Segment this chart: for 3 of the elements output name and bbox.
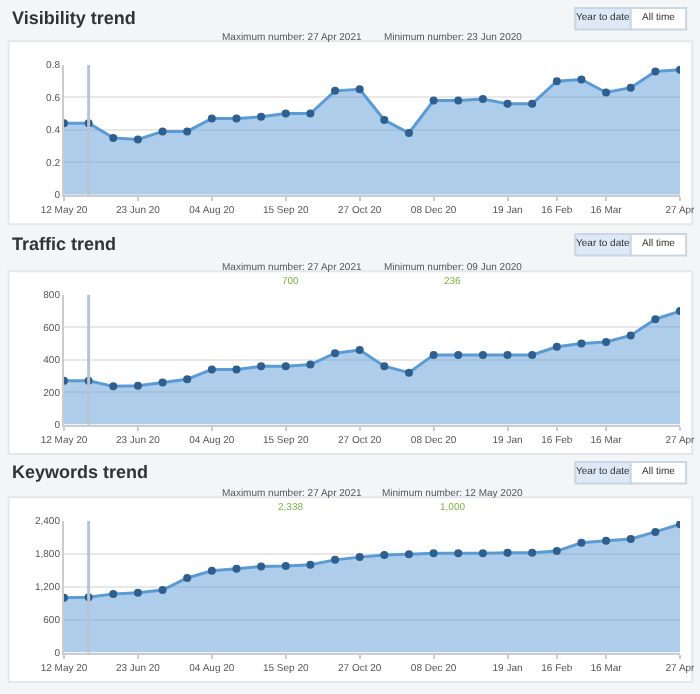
chart-title: Visibility trend — [12, 8, 136, 28]
chart-title: Traffic trend — [12, 234, 117, 254]
chart-title: Keywords trend — [12, 462, 149, 482]
